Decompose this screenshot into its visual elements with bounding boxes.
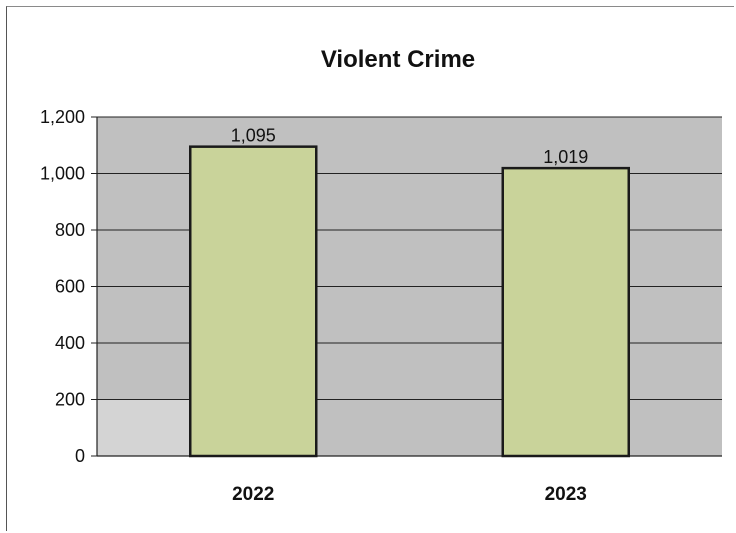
labels: 1,095 2022 1,019 2023: [231, 126, 589, 505]
y-tick-label: 0: [75, 446, 85, 466]
bar-2022: [189, 145, 318, 458]
bars: [189, 145, 630, 458]
data-label-2022: 1,095: [231, 126, 276, 146]
data-label-2023: 1,019: [543, 147, 588, 167]
chart-frame: [6, 6, 734, 531]
y-tick-label: 600: [55, 277, 85, 297]
gridlines: [97, 116, 722, 456]
bar-2023: [501, 166, 630, 458]
y-tick-label: 800: [55, 220, 85, 240]
x-tick-label-2023: 2023: [545, 484, 587, 505]
y-tick-label: 1,000: [40, 164, 85, 184]
chart-title: Violent Crime: [321, 46, 475, 73]
x-tick-label-2022: 2022: [232, 484, 274, 505]
y-tick-label: 1,200: [40, 107, 85, 127]
plot-shade: [97, 399, 189, 456]
y-tick-label: 400: [55, 333, 85, 353]
y-tick-label: 200: [55, 390, 85, 410]
